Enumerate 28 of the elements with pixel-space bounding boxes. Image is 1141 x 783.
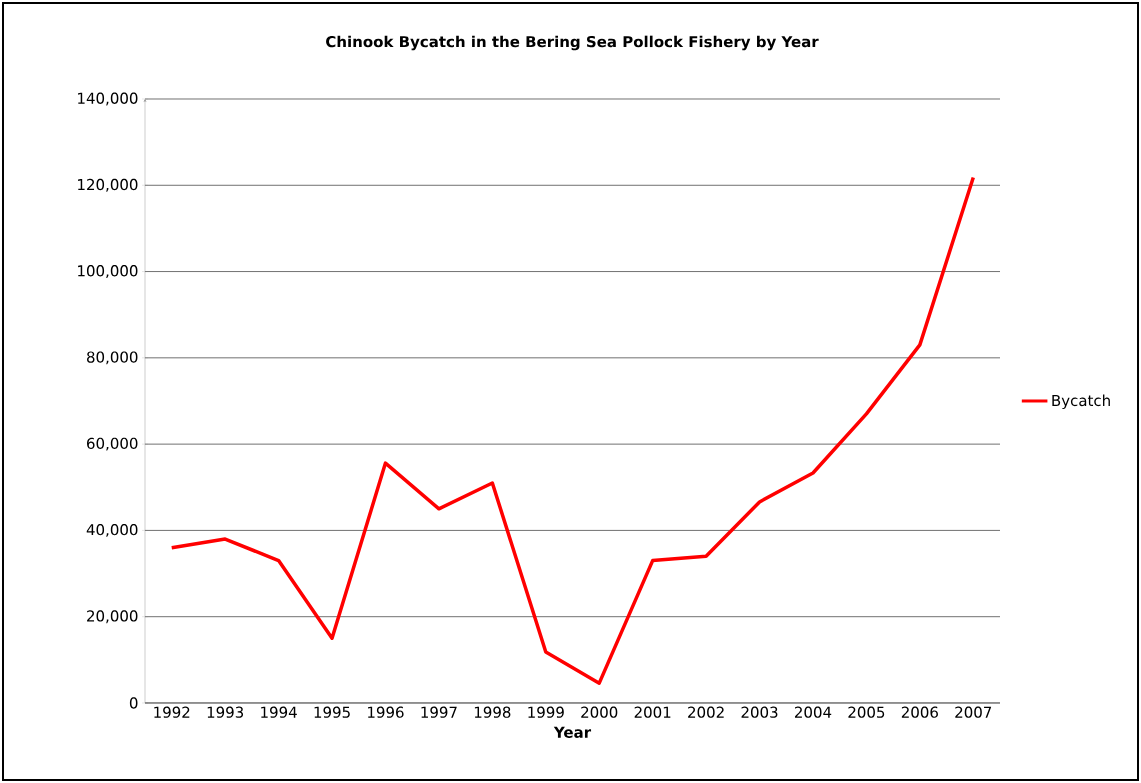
x-tick-label: 2007 bbox=[955, 706, 992, 718]
x-tick-label: 1999 bbox=[528, 706, 564, 718]
chart-title: Chinook Bycatch in the Bering Sea Pollock Fishery by Year bbox=[326, 35, 819, 51]
x-tick-label: 1993 bbox=[207, 706, 244, 718]
x-tick-label: 2006 bbox=[901, 706, 938, 718]
y-tick-label: 100,000 bbox=[78, 265, 138, 278]
x-tick-label: 2005 bbox=[848, 706, 885, 718]
x-tick-label: 1995 bbox=[314, 706, 350, 718]
y-tick-label: 20,000 bbox=[87, 610, 138, 624]
x-tick-label: 2002 bbox=[688, 706, 724, 718]
x-tick-label: 2000 bbox=[581, 706, 618, 718]
x-tick-label: 1998 bbox=[474, 706, 511, 718]
y-tick-label: 80,000 bbox=[87, 351, 138, 365]
x-tick-label: 2003 bbox=[741, 706, 778, 718]
y-tick-label: 120,000 bbox=[78, 178, 138, 192]
line-series bbox=[169, 175, 976, 685]
x-tick-label: 1997 bbox=[421, 706, 457, 718]
x-tick-label: 1992 bbox=[154, 706, 190, 718]
x-tick-label: 2004 bbox=[794, 706, 832, 718]
y-tick-label: 0 bbox=[129, 697, 138, 709]
x-axis-title: Year bbox=[553, 726, 592, 738]
x-tick-label: 1994 bbox=[261, 706, 297, 718]
x-tick-label: 1996 bbox=[368, 706, 404, 718]
x-tick-label: 2001 bbox=[634, 706, 671, 718]
y-tick-label: 60,000 bbox=[87, 437, 138, 451]
y-tick-label: 140,000 bbox=[78, 92, 138, 106]
y-tick-label: 40,000 bbox=[86, 523, 138, 537]
legend-label: Bycatch bbox=[1052, 394, 1110, 410]
